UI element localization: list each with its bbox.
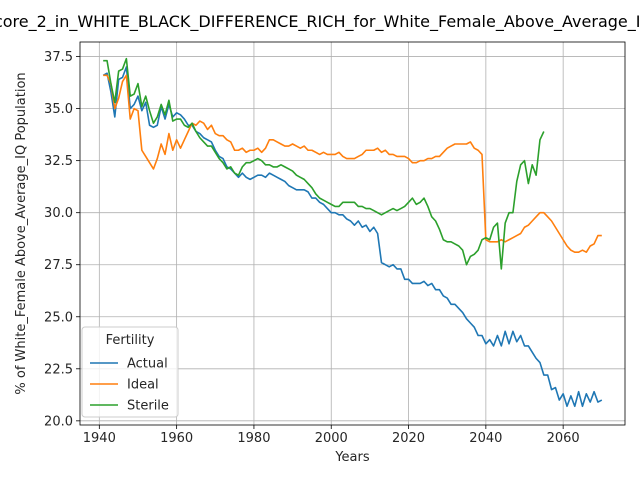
y-tick-label: 37.5: [44, 50, 73, 65]
series-line-ideal: [103, 74, 602, 254]
series-lines: [102, 57, 603, 408]
x-tick-label: 2020: [392, 431, 425, 446]
y-axis-label: % of White_Female Above_Average_IQ Popul…: [14, 72, 29, 394]
x-tick-label: 2060: [547, 431, 580, 446]
x-tick-label: 1980: [237, 431, 270, 446]
series-line-actual: [102, 66, 603, 408]
x-axis-label: Years: [334, 450, 370, 465]
x-tick-label: 1960: [160, 431, 193, 446]
axis-ticks: 1940 1960 1980 2000 2020 2040 2060 20.0 22.5 25.0…: [44, 50, 580, 446]
legend-title: Fertility: [106, 333, 155, 348]
legend-label-actual: Actual: [127, 357, 168, 372]
series-line-sterile: [103, 57, 545, 270]
y-tick-label: 27.5: [44, 258, 73, 273]
legend-box: [81, 326, 179, 418]
chart-title: Score_2_in_WHITE_BLACK_DIFFERENCE_RICH_f…: [0, 12, 640, 32]
y-tick-label: 30.0: [44, 206, 73, 221]
y-tick-label: 35.0: [44, 102, 73, 117]
y-tick-label: 20.0: [44, 414, 73, 429]
x-tick-label: 1940: [83, 431, 116, 446]
y-tick-label: 32.5: [44, 154, 73, 169]
legend-label-sterile: Sterile: [127, 399, 169, 414]
legend: Fertility Actual Ideal Sterile: [81, 326, 179, 418]
legend-label-ideal: Ideal: [127, 378, 159, 393]
plot-frame: [79, 41, 626, 426]
x-tick-label: 2040: [469, 431, 502, 446]
y-tick-label: 22.5: [44, 362, 73, 377]
legend-entries: Actual Ideal Sterile: [90, 357, 169, 414]
y-tick-label: 25.0: [44, 310, 73, 325]
x-tick-label: 2000: [315, 431, 348, 446]
